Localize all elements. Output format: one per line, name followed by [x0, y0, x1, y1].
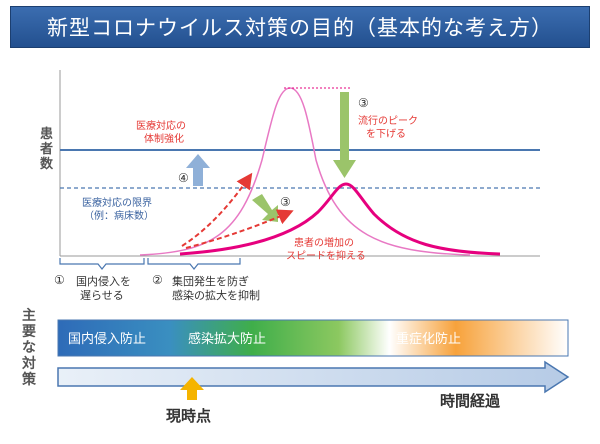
phase1-label-2: 遅らせる — [80, 289, 124, 302]
title-banner: 新型コロナウイルス対策の目的（基本的な考え方） — [10, 6, 590, 48]
measures-bar — [57, 319, 569, 357]
mitigated-curve — [179, 182, 501, 256]
measure-prevent-severe: 重症化防止 — [396, 331, 461, 347]
now-arrow-head — [180, 377, 204, 390]
strengthen-arrow-head — [186, 154, 210, 168]
slow-spread-label-2: スピードを抑える — [286, 250, 366, 262]
marker-4: ④ — [178, 171, 189, 185]
red-dashed-arrow-upper — [181, 172, 253, 247]
marker-3-top: ③ — [358, 96, 369, 110]
page-title: 新型コロナウイルス対策の目的（基本的な考え方） — [47, 16, 553, 40]
phase2-label-2: 感染の拡大を抑制 — [172, 288, 260, 302]
measures-label-3: な — [22, 340, 36, 356]
lower-peak-arrow-head — [333, 160, 356, 178]
phase2-label-1: 集団発生を防ぎ — [172, 274, 249, 288]
capacity-limit-label-2: （例：病床数） — [84, 209, 154, 222]
y-axis-label-2: 者 — [39, 141, 53, 157]
marker-2: ② — [152, 273, 163, 287]
slow-spread-label-1: 患者の増加の — [294, 236, 354, 249]
strengthen-arrow-shaft — [193, 168, 203, 186]
phase1-brace — [59, 258, 145, 270]
slow-spread-green-arrow — [252, 194, 278, 222]
y-axis-label-3: 数 — [40, 156, 54, 172]
y-axis-label-1: 患 — [40, 126, 53, 142]
measures-label-1: 主 — [22, 307, 36, 324]
measures-label-5: 策 — [21, 371, 37, 388]
measure-prevent-entry: 国内侵入防止 — [68, 331, 146, 347]
unmitigated-curve — [139, 87, 471, 256]
phase1-label-1: 国内侵入を — [76, 274, 131, 288]
time-label: 時間経過 — [440, 392, 501, 410]
phase2-brace — [147, 258, 241, 270]
peak-lower-label-2: を下げる — [366, 128, 406, 140]
measures-label-2: 要 — [22, 324, 36, 340]
strengthen-label-1: 医療対応の — [136, 119, 186, 132]
strengthen-label-2: 体制強化 — [144, 132, 184, 145]
measures-label-4: 対 — [21, 355, 36, 372]
now-arrow-shaft — [187, 388, 197, 400]
now-label: 現時点 — [166, 407, 211, 425]
time-arrow — [57, 360, 570, 394]
capacity-limit-label-1: 医療対応の限界 — [82, 196, 152, 209]
marker-1: ① — [54, 273, 65, 287]
red-dashed-arrow-lower — [185, 209, 294, 249]
lower-peak-arrow-shaft — [340, 92, 349, 162]
peak-lower-label-1: 流行のピーク — [358, 114, 418, 127]
measure-prevent-spread: 感染拡大防止 — [188, 331, 266, 347]
marker-3-mid: ③ — [280, 195, 291, 209]
